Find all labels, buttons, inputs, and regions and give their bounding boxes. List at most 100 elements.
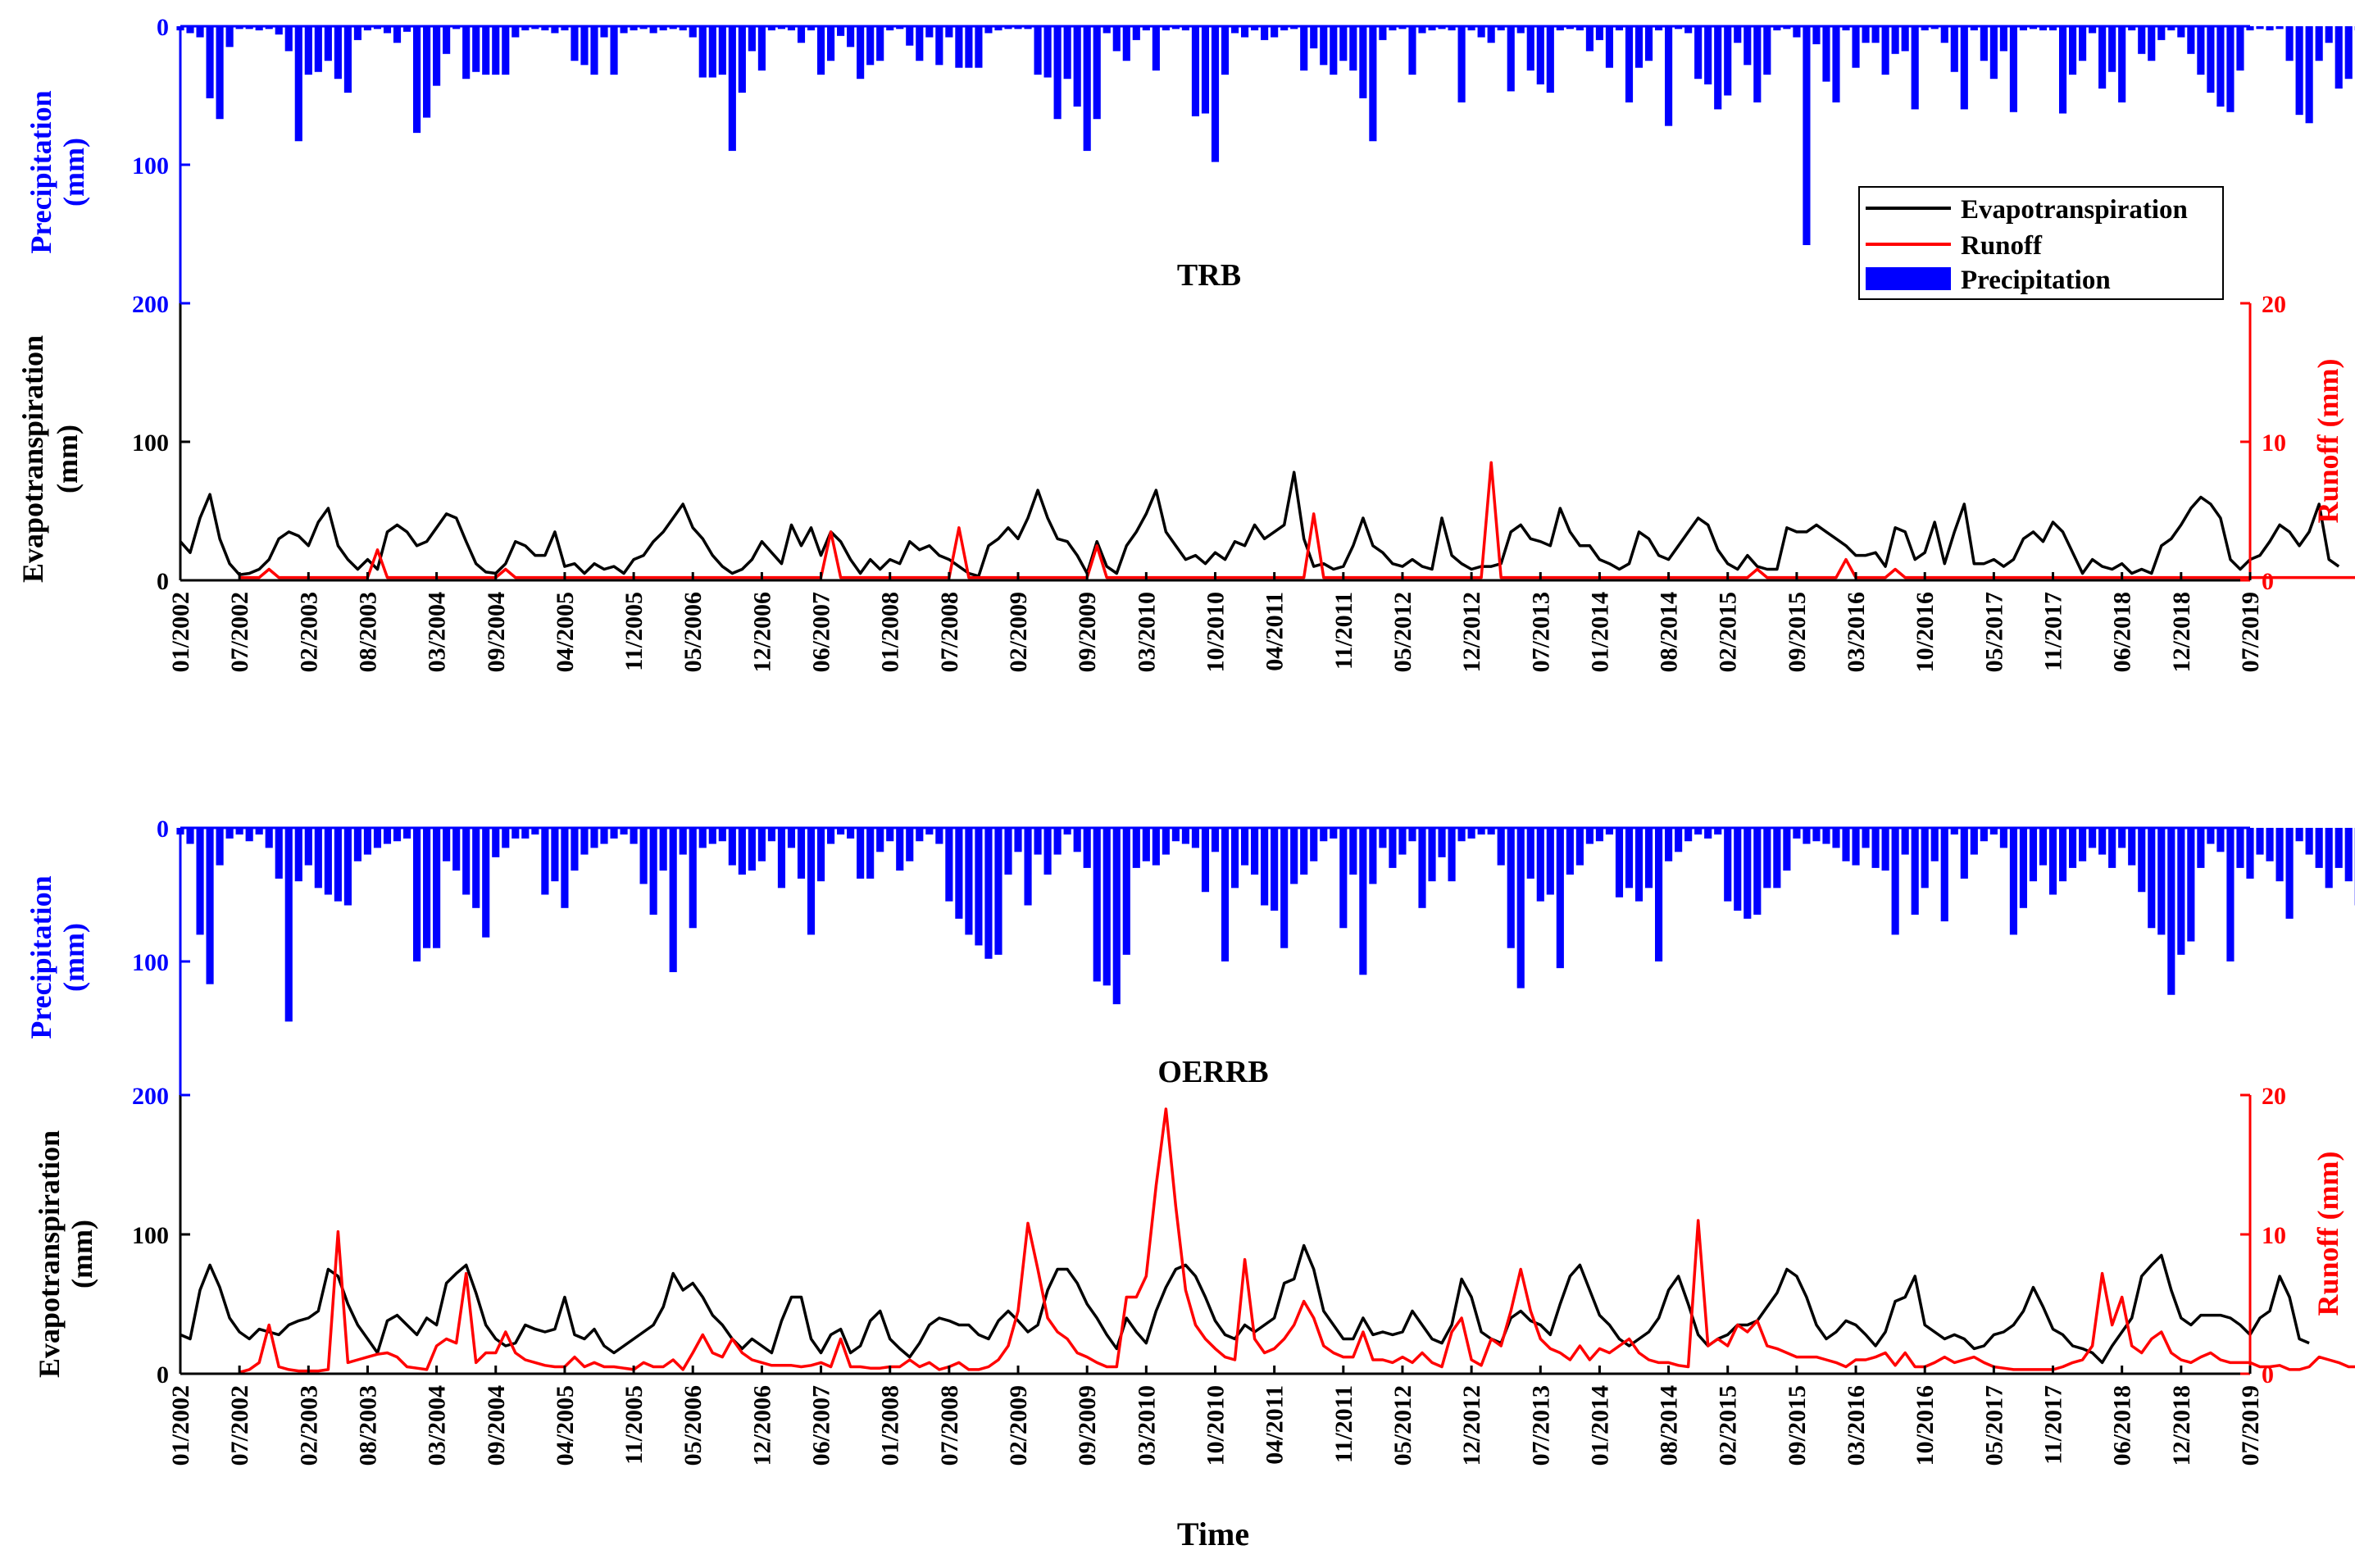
- oerrb-date-label: 09/2015: [1784, 1385, 1811, 1466]
- trb-precip-bar: [1634, 26, 1643, 68]
- oerrb-precip-bar: [433, 828, 441, 948]
- trb-precip-bar: [1261, 26, 1269, 40]
- trb-precip-bar: [807, 26, 816, 31]
- oerrb-precip-tick-label: 200: [132, 1083, 169, 1110]
- oerrb-precip-bar: [1497, 828, 1505, 866]
- oerrb-precip-ylabel-line1: Precipitation: [25, 875, 57, 1039]
- oerrb-precip-bar: [679, 828, 687, 855]
- trb-precip-bar: [857, 26, 865, 80]
- oerrb-precip-bar: [1320, 828, 1328, 842]
- oerrb-precip-bar: [1744, 828, 1752, 919]
- oerrb-precip-bar: [1014, 828, 1022, 852]
- oerrb-date-label: 05/2012: [1389, 1385, 1416, 1466]
- oerrb-precip-bar: [1862, 828, 1870, 848]
- trb-runoff-line: [239, 461, 2355, 579]
- oerrb-precip-bar: [423, 828, 431, 948]
- oerrb-date-label: 09/2009: [1074, 1385, 1101, 1466]
- trb-date-label: 06/2007: [808, 592, 835, 672]
- trb-date-label: 08/2014: [1656, 592, 1683, 672]
- oerrb-precip-bar: [1034, 828, 1042, 855]
- oerrb-precip-bar: [698, 828, 707, 848]
- trb-precip-bar: [1615, 26, 1624, 31]
- trb-precip-bar: [521, 26, 530, 31]
- trb-precip-bar: [1989, 26, 1998, 80]
- oerrb-precip-bar: [452, 828, 461, 871]
- trb-precip-bar: [1418, 26, 1426, 34]
- oerrb-precip-bar: [2058, 828, 2067, 882]
- trb-precip-bar: [2009, 26, 2017, 112]
- oerrb-precip-bar: [1389, 828, 1397, 868]
- trb-precip-bar: [906, 26, 914, 46]
- oerrb-precip-bar: [1615, 828, 1624, 898]
- trb-precip-bar: [580, 26, 589, 66]
- oerrb-date-label: 06/2007: [808, 1385, 835, 1466]
- oerrb-date-label: 06/2018: [2109, 1385, 2136, 1466]
- trb-precip-bar: [2138, 26, 2146, 54]
- oerrb-precip-bar: [196, 828, 204, 935]
- oerrb-precip-bar: [590, 828, 598, 848]
- oerrb-precip-bar: [1930, 828, 1939, 861]
- trb-precip-bar: [2256, 26, 2264, 30]
- trb-precip-bar: [1181, 26, 1189, 31]
- trb-runoff-tick-label: 20: [2262, 291, 2286, 318]
- trb-precip-bar: [1211, 26, 1220, 162]
- oerrb-precip-bar: [1142, 828, 1150, 861]
- trb-precipitation-bars: [176, 26, 2355, 246]
- oerrb-precip-bar: [847, 828, 855, 839]
- oerrb-precip-bar: [876, 828, 884, 852]
- oerrb-precip-bar: [353, 828, 361, 861]
- oerrb-precip-bar: [1536, 828, 1544, 902]
- oerrb-precip-bar: [1043, 828, 1052, 875]
- trb-date-label: 02/2015: [1715, 592, 1742, 672]
- oerrb-precip-bar: [1940, 828, 1948, 922]
- oerrb-precip-bar: [1467, 828, 1475, 839]
- trb-title: TRB: [1177, 258, 1241, 293]
- trb-precip-bar: [314, 26, 322, 72]
- trb-precip-bar: [1526, 26, 1534, 71]
- oerrb-precip-bar: [1053, 828, 1062, 855]
- trb-date-label: 11/2017: [2040, 592, 2067, 671]
- oerrb-precip-bar: [571, 828, 579, 871]
- oerrb-precip-bar: [1793, 828, 1801, 839]
- oerrb-precip-bar: [1763, 828, 1771, 889]
- trb-precip-bar: [2148, 26, 2156, 61]
- oerrb-precip-bar: [886, 828, 894, 842]
- oerrb-precip-bar: [866, 828, 875, 879]
- oerrb-runoff-ylabel: Runoff (mm): [2312, 1152, 2344, 1316]
- oerrb-precip-bar: [2335, 828, 2343, 868]
- oerrb-precip-bar: [1093, 828, 1101, 982]
- oerrb-date-label: 12/2018: [2168, 1385, 2195, 1466]
- oerrb-date-label: 03/2004: [424, 1385, 451, 1466]
- trb-date-label: 10/2016: [1912, 592, 1939, 672]
- oerrb-precip-bar: [738, 828, 746, 875]
- oerrb-date-label: 01/2014: [1586, 1385, 1613, 1466]
- trb-precip-bar: [2325, 26, 2333, 43]
- oerrb-et-ylabel-line2: (mm): [66, 1220, 98, 1288]
- oerrb-precip-bar: [343, 828, 352, 906]
- oerrb-precip-bar: [2344, 828, 2353, 882]
- oerrb-date-label: 03/2016: [1843, 1385, 1870, 1466]
- legend-precip-swatch: [1866, 267, 1951, 290]
- trb-precip-bar: [610, 26, 618, 75]
- oerrb-precip-bar: [1457, 828, 1466, 842]
- oerrb-precip-bar: [649, 828, 657, 915]
- oerrb-precip-bar: [777, 828, 786, 889]
- trb-precip-bar: [945, 26, 953, 38]
- trb-precip-bar: [2128, 26, 2136, 31]
- trb-precip-bar: [2098, 26, 2107, 89]
- oerrb-precip-bar: [1950, 828, 1958, 835]
- trb-precip-bar: [1477, 26, 1485, 38]
- trb-precip-bar: [1162, 26, 1170, 31]
- oerrb-precip-bar: [402, 828, 411, 839]
- oerrb-precip-bar: [235, 828, 243, 835]
- trb-precip-bar: [916, 26, 924, 61]
- trb-date-label: 01/2008: [877, 592, 904, 672]
- trb-precip-bar: [1566, 26, 1574, 30]
- trb-precip-bar: [1675, 26, 1683, 30]
- oerrb-precip-bar: [443, 828, 451, 861]
- oerrb-precip-bar: [1852, 828, 1860, 866]
- legend-runoff-label: Runoff: [1961, 231, 2043, 261]
- oerrb-precip-bar: [2325, 828, 2333, 889]
- trb-date-label: 01/2002: [167, 592, 194, 672]
